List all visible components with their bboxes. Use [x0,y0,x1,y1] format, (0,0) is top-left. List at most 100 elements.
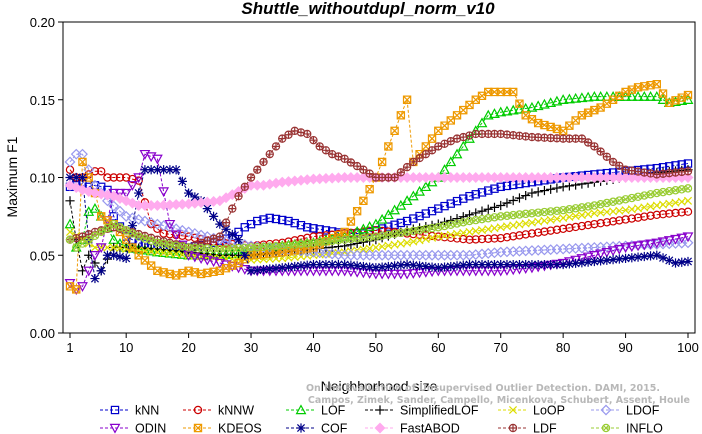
data-point-inflo [259,242,268,252]
data-point-cof [358,261,368,272]
legend-entry-odin: ODIN [100,422,166,434]
data-point-inflo [652,188,661,198]
x-tick-label: 10 [119,340,133,355]
series-line-loop [69,200,689,261]
data-point-inflo [72,243,81,252]
data-point-lof [595,90,607,101]
data-point-loop [65,227,75,236]
data-point-inflo [521,209,530,219]
data-point-inflo [640,191,649,200]
data-point-odin [133,173,145,184]
data-point-simplifiedlof [346,240,356,250]
data-point-loop [683,196,693,205]
data-point-cof [221,224,231,234]
data-point-simplifiedlof [552,183,562,193]
data-point-knnw [115,173,125,182]
y-tick-label: 0.05 [30,248,55,263]
data-point-cof [577,258,587,268]
x-tick-label: 100 [677,340,699,355]
x-tick-label: 70 [493,340,507,355]
data-point-cof [558,259,568,270]
data-point-cof [514,259,525,270]
data-point-kdeos [396,111,406,120]
data-point-inflo [602,198,612,208]
data-point-loop [421,235,430,244]
y-tick-label: 0.15 [30,93,55,108]
data-point-cof [521,259,531,270]
data-point-inflo [527,209,537,218]
data-point-knn [396,218,406,228]
data-point-inflo [334,236,343,245]
data-point-knnw [184,232,193,241]
data-point-ldof [102,195,113,207]
data-point-cof [296,261,306,271]
data-point-simplifiedlof [477,206,487,216]
data-point-lof [476,117,488,128]
data-point-cof [340,259,350,270]
data-point-cof [290,261,300,272]
data-point-knn [465,191,474,201]
data-point-lof [64,218,76,229]
data-point-knnw [658,209,668,219]
data-point-inflo [558,205,568,215]
data-point-knnw [459,234,468,244]
data-point-lof [170,248,182,259]
data-point-cof [184,188,194,198]
legend-entry-inflo: INFLO [591,422,663,434]
data-point-inflo [278,241,287,251]
data-point-knnw [602,218,612,227]
data-point-ldof [226,236,238,248]
data-point-odin [582,252,594,263]
data-point-knnw [309,232,318,241]
data-point-lof [389,204,401,215]
data-point-inflo [446,220,455,229]
y-axis-label: Maximum F1 [4,136,20,217]
data-point-cof [608,255,618,265]
data-point-knnw [540,227,549,236]
data-point-ldf [228,204,237,213]
data-point-cof [346,260,356,270]
data-point-cof [439,262,450,272]
data-point-inflo [377,231,387,240]
data-point-kdeos [346,217,356,226]
data-point-cof [433,263,443,273]
data-point-simplifiedlof [77,266,88,276]
data-point-cof [202,204,212,214]
data-point-odin [620,243,631,254]
data-point-cof [115,252,125,262]
data-point-inflo [178,242,187,251]
legend-label: SimplifiedLOF [400,404,479,418]
data-point-cof [664,255,674,266]
legend-entry-ldf: LDF [498,422,557,434]
data-point-knn [415,211,424,221]
data-point-knn [309,224,318,233]
data-point-loop [409,237,418,246]
data-point-knnw [471,235,480,244]
data-point-ldf [596,147,605,156]
data-point-ldof [682,237,694,249]
data-point-cof [464,259,475,270]
data-point-odin [195,254,207,265]
data-point-inflo [477,214,487,224]
data-point-knnw [646,211,655,220]
data-point-inflo [452,219,462,228]
data-point-inflo [621,195,630,204]
data-point-odin [607,246,619,257]
data-point-lof [539,98,550,109]
data-point-cof [477,259,487,270]
series-kdeos [65,80,693,294]
data-point-ldf [390,173,399,182]
data-point-cof [471,259,481,270]
data-point-knnw [128,174,137,184]
data-point-cof [77,172,88,183]
data-point-ldf [278,134,287,143]
data-point-cof [152,165,162,175]
data-point-simplifiedlof [65,196,75,206]
series-cof [65,165,693,284]
data-point-inflo [296,239,306,249]
data-point-inflo [284,241,293,250]
data-point-inflo [434,223,443,232]
legend-marker-inflo [601,423,611,433]
data-point-ldf [415,153,424,163]
legend-label: COF [321,422,348,434]
